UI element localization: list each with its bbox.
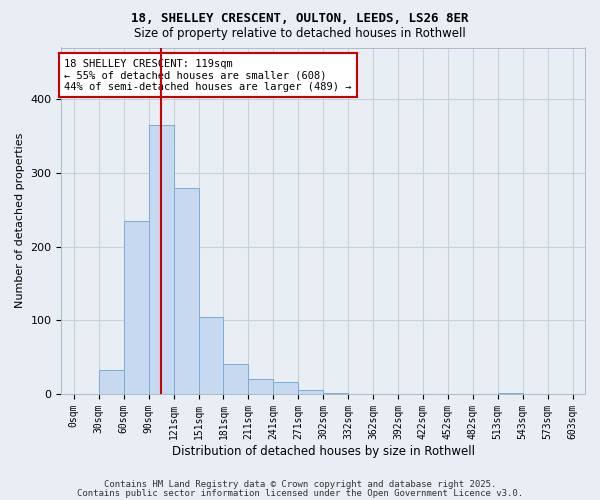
Text: Contains HM Land Registry data © Crown copyright and database right 2025.: Contains HM Land Registry data © Crown c…	[104, 480, 496, 489]
Bar	[99, 370, 124, 394]
Bar	[199, 316, 223, 394]
Bar	[149, 125, 173, 394]
X-axis label: Distribution of detached houses by size in Rothwell: Distribution of detached houses by size …	[172, 444, 475, 458]
Text: 18 SHELLEY CRESCENT: 119sqm
← 55% of detached houses are smaller (608)
44% of se: 18 SHELLEY CRESCENT: 119sqm ← 55% of det…	[64, 58, 352, 92]
Bar	[498, 393, 523, 394]
Bar	[124, 220, 149, 394]
Text: 18, SHELLEY CRESCENT, OULTON, LEEDS, LS26 8ER: 18, SHELLEY CRESCENT, OULTON, LEEDS, LS2…	[131, 12, 469, 26]
Bar	[298, 390, 323, 394]
Bar	[248, 379, 274, 394]
Y-axis label: Number of detached properties: Number of detached properties	[15, 133, 25, 308]
Bar	[223, 364, 248, 394]
Text: Contains public sector information licensed under the Open Government Licence v3: Contains public sector information licen…	[77, 488, 523, 498]
Bar	[274, 382, 298, 394]
Text: Size of property relative to detached houses in Rothwell: Size of property relative to detached ho…	[134, 28, 466, 40]
Bar	[173, 188, 199, 394]
Bar	[323, 393, 348, 394]
